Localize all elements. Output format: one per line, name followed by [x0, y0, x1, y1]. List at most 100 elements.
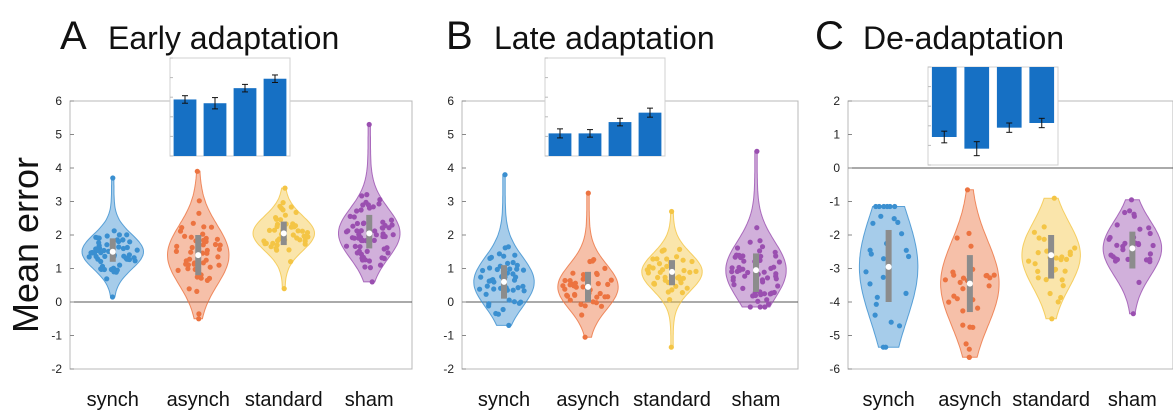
data-point	[602, 265, 608, 271]
data-point	[215, 254, 221, 260]
data-point	[385, 250, 391, 256]
data-point	[760, 279, 766, 285]
inset-bar-chart	[544, 57, 666, 157]
data-point	[758, 253, 764, 259]
data-point	[1062, 268, 1068, 274]
data-point	[1122, 209, 1128, 216]
data-point	[1036, 235, 1042, 241]
data-point	[1051, 195, 1057, 201]
data-point	[286, 247, 292, 253]
inset-bar	[548, 133, 572, 156]
data-point	[1035, 250, 1041, 256]
data-point	[196, 210, 202, 216]
data-point	[730, 277, 736, 283]
y-tick-label: 6	[447, 94, 454, 108]
data-point	[1043, 277, 1049, 283]
data-point	[277, 203, 283, 209]
median-marker	[1129, 245, 1136, 252]
inset-bar	[233, 88, 257, 156]
data-point	[757, 304, 763, 310]
data-point	[345, 228, 351, 234]
data-point	[198, 275, 204, 281]
data-point	[487, 265, 493, 271]
data-point	[946, 299, 952, 305]
data-point	[200, 242, 206, 248]
data-point	[516, 300, 522, 306]
data-point	[515, 285, 521, 291]
data-point	[494, 266, 500, 273]
data-point	[281, 286, 287, 292]
category-label-sham: sham	[345, 389, 394, 410]
median-marker	[885, 263, 892, 270]
category-label-sham: sham	[1108, 389, 1157, 410]
data-point	[1131, 211, 1137, 217]
data-point	[664, 256, 670, 262]
data-point	[480, 267, 486, 274]
data-point	[200, 231, 206, 237]
data-point	[216, 262, 222, 268]
data-point	[373, 232, 379, 238]
data-point	[305, 234, 311, 240]
data-point	[656, 261, 663, 267]
data-point	[1122, 240, 1128, 246]
data-point	[381, 255, 387, 262]
violin-asynch	[557, 190, 619, 340]
data-point	[134, 247, 140, 253]
y-tick-label: -2	[829, 228, 840, 242]
data-point	[729, 265, 735, 271]
y-tick-label: 4	[55, 161, 62, 175]
category-label-asynch: asynch	[938, 389, 1001, 410]
y-tick-label: -2	[51, 362, 62, 376]
data-point	[595, 281, 601, 287]
data-point	[570, 270, 576, 276]
panel-title: De-adaptation	[863, 20, 1064, 56]
violin-sham	[338, 121, 401, 285]
data-point	[302, 241, 308, 247]
data-point	[766, 301, 772, 307]
data-point	[1053, 255, 1059, 261]
data-point	[295, 228, 301, 234]
data-point	[500, 306, 506, 313]
data-point	[116, 232, 122, 238]
category-label-standard: standard	[633, 389, 711, 410]
data-point	[768, 265, 774, 271]
data-point	[1114, 222, 1120, 228]
data-point	[1110, 254, 1116, 260]
data-point	[960, 275, 967, 281]
data-point	[762, 304, 768, 310]
data-point	[966, 346, 972, 352]
data-point	[966, 354, 972, 360]
median-marker	[966, 280, 973, 287]
data-point	[268, 244, 274, 250]
data-point	[742, 273, 748, 279]
data-point	[510, 259, 516, 266]
data-point	[745, 269, 751, 276]
data-point	[280, 207, 286, 213]
data-point	[767, 291, 773, 297]
data-point	[343, 243, 350, 249]
data-point	[881, 203, 887, 210]
data-point	[1130, 311, 1136, 317]
y-tick-label: -1	[443, 329, 454, 343]
violin-synch	[473, 172, 535, 328]
data-point	[734, 245, 741, 251]
data-point	[506, 297, 512, 303]
panel-B: B Late adaptation -2 -1 0 1 2 3 4 5 6 synch asynch st…	[443, 14, 799, 410]
data-point	[1120, 247, 1126, 253]
y-tick-label: 5	[55, 128, 62, 142]
data-point	[377, 262, 384, 268]
data-point	[1127, 208, 1133, 214]
data-point	[667, 297, 673, 303]
category-label-asynch: asynch	[167, 389, 230, 410]
data-point	[351, 235, 357, 241]
data-point	[93, 234, 99, 240]
data-point	[382, 233, 388, 240]
data-point	[572, 280, 579, 286]
data-point	[185, 266, 191, 272]
data-point	[117, 262, 123, 268]
data-point	[263, 240, 269, 246]
data-point	[384, 245, 390, 251]
data-point	[282, 185, 288, 191]
data-point	[1055, 299, 1061, 305]
data-point	[986, 283, 992, 289]
